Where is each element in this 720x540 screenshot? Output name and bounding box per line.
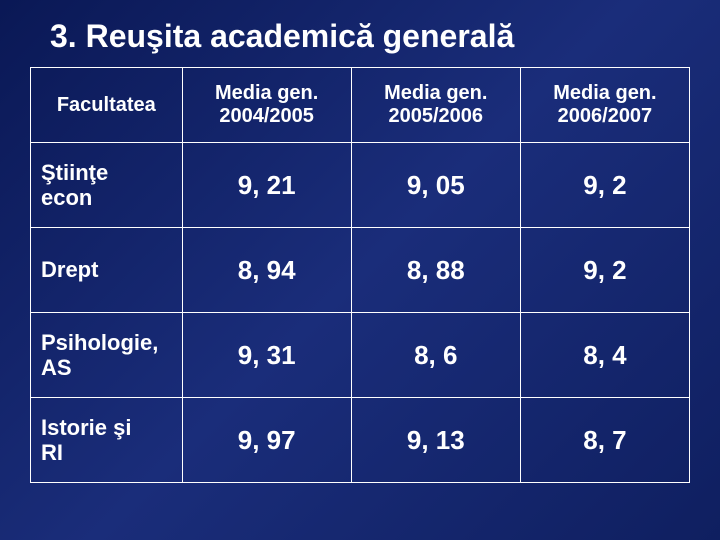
value-cell: 9, 05 xyxy=(351,143,520,228)
faculty-line1: Istorie şi xyxy=(41,415,131,440)
data-table: Facultatea Media gen. 2004/2005 Media ge… xyxy=(30,67,690,483)
table-body: Ştiinţe econ 9, 21 9, 05 9, 2 Drept 8, 9… xyxy=(31,143,690,483)
col-header-line1: Media gen. xyxy=(553,82,656,104)
col-header-line1: Media gen. xyxy=(384,82,487,104)
slide-title: 3. Reuşita academică generală xyxy=(30,18,690,55)
value-cell: 9, 2 xyxy=(520,143,689,228)
table-row: Drept 8, 94 8, 88 9, 2 xyxy=(31,228,690,313)
value-cell: 9, 97 xyxy=(182,398,351,483)
col-header-line2: 2004/2005 xyxy=(219,105,314,127)
table-row: Psihologie, AS 9, 31 8, 6 8, 4 xyxy=(31,313,690,398)
value-cell: 9, 21 xyxy=(182,143,351,228)
col-header-media-1: Media gen. 2004/2005 xyxy=(182,68,351,143)
table-header: Facultatea Media gen. 2004/2005 Media ge… xyxy=(31,68,690,143)
value-cell: 9, 31 xyxy=(182,313,351,398)
table-row: Istorie şi RI 9, 97 9, 13 8, 7 xyxy=(31,398,690,483)
col-header-line1: Media gen. xyxy=(215,82,318,104)
faculty-line2: econ xyxy=(41,185,92,210)
col-header-line2: 2005/2006 xyxy=(389,105,484,127)
faculty-cell: Ştiinţe econ xyxy=(31,143,183,228)
col-header-media-3: Media gen. 2006/2007 xyxy=(520,68,689,143)
col-header-media-2: Media gen. 2005/2006 xyxy=(351,68,520,143)
slide-container: 3. Reuşita academică generală Facultatea… xyxy=(0,0,720,540)
table-header-row: Facultatea Media gen. 2004/2005 Media ge… xyxy=(31,68,690,143)
faculty-line2: RI xyxy=(41,440,63,465)
col-header-line2: 2006/2007 xyxy=(558,105,653,127)
table-row: Ştiinţe econ 9, 21 9, 05 9, 2 xyxy=(31,143,690,228)
value-cell: 8, 7 xyxy=(520,398,689,483)
faculty-cell: Drept xyxy=(31,228,183,313)
value-cell: 9, 2 xyxy=(520,228,689,313)
value-cell: 8, 88 xyxy=(351,228,520,313)
faculty-line2: AS xyxy=(41,355,72,380)
faculty-line1: Drept xyxy=(41,257,98,282)
value-cell: 8, 94 xyxy=(182,228,351,313)
faculty-cell: Psihologie, AS xyxy=(31,313,183,398)
faculty-line1: Ştiinţe xyxy=(41,160,108,185)
faculty-line1: Psihologie, xyxy=(41,330,158,355)
col-header-faculty: Facultatea xyxy=(31,68,183,143)
value-cell: 9, 13 xyxy=(351,398,520,483)
value-cell: 8, 6 xyxy=(351,313,520,398)
faculty-cell: Istorie şi RI xyxy=(31,398,183,483)
value-cell: 8, 4 xyxy=(520,313,689,398)
